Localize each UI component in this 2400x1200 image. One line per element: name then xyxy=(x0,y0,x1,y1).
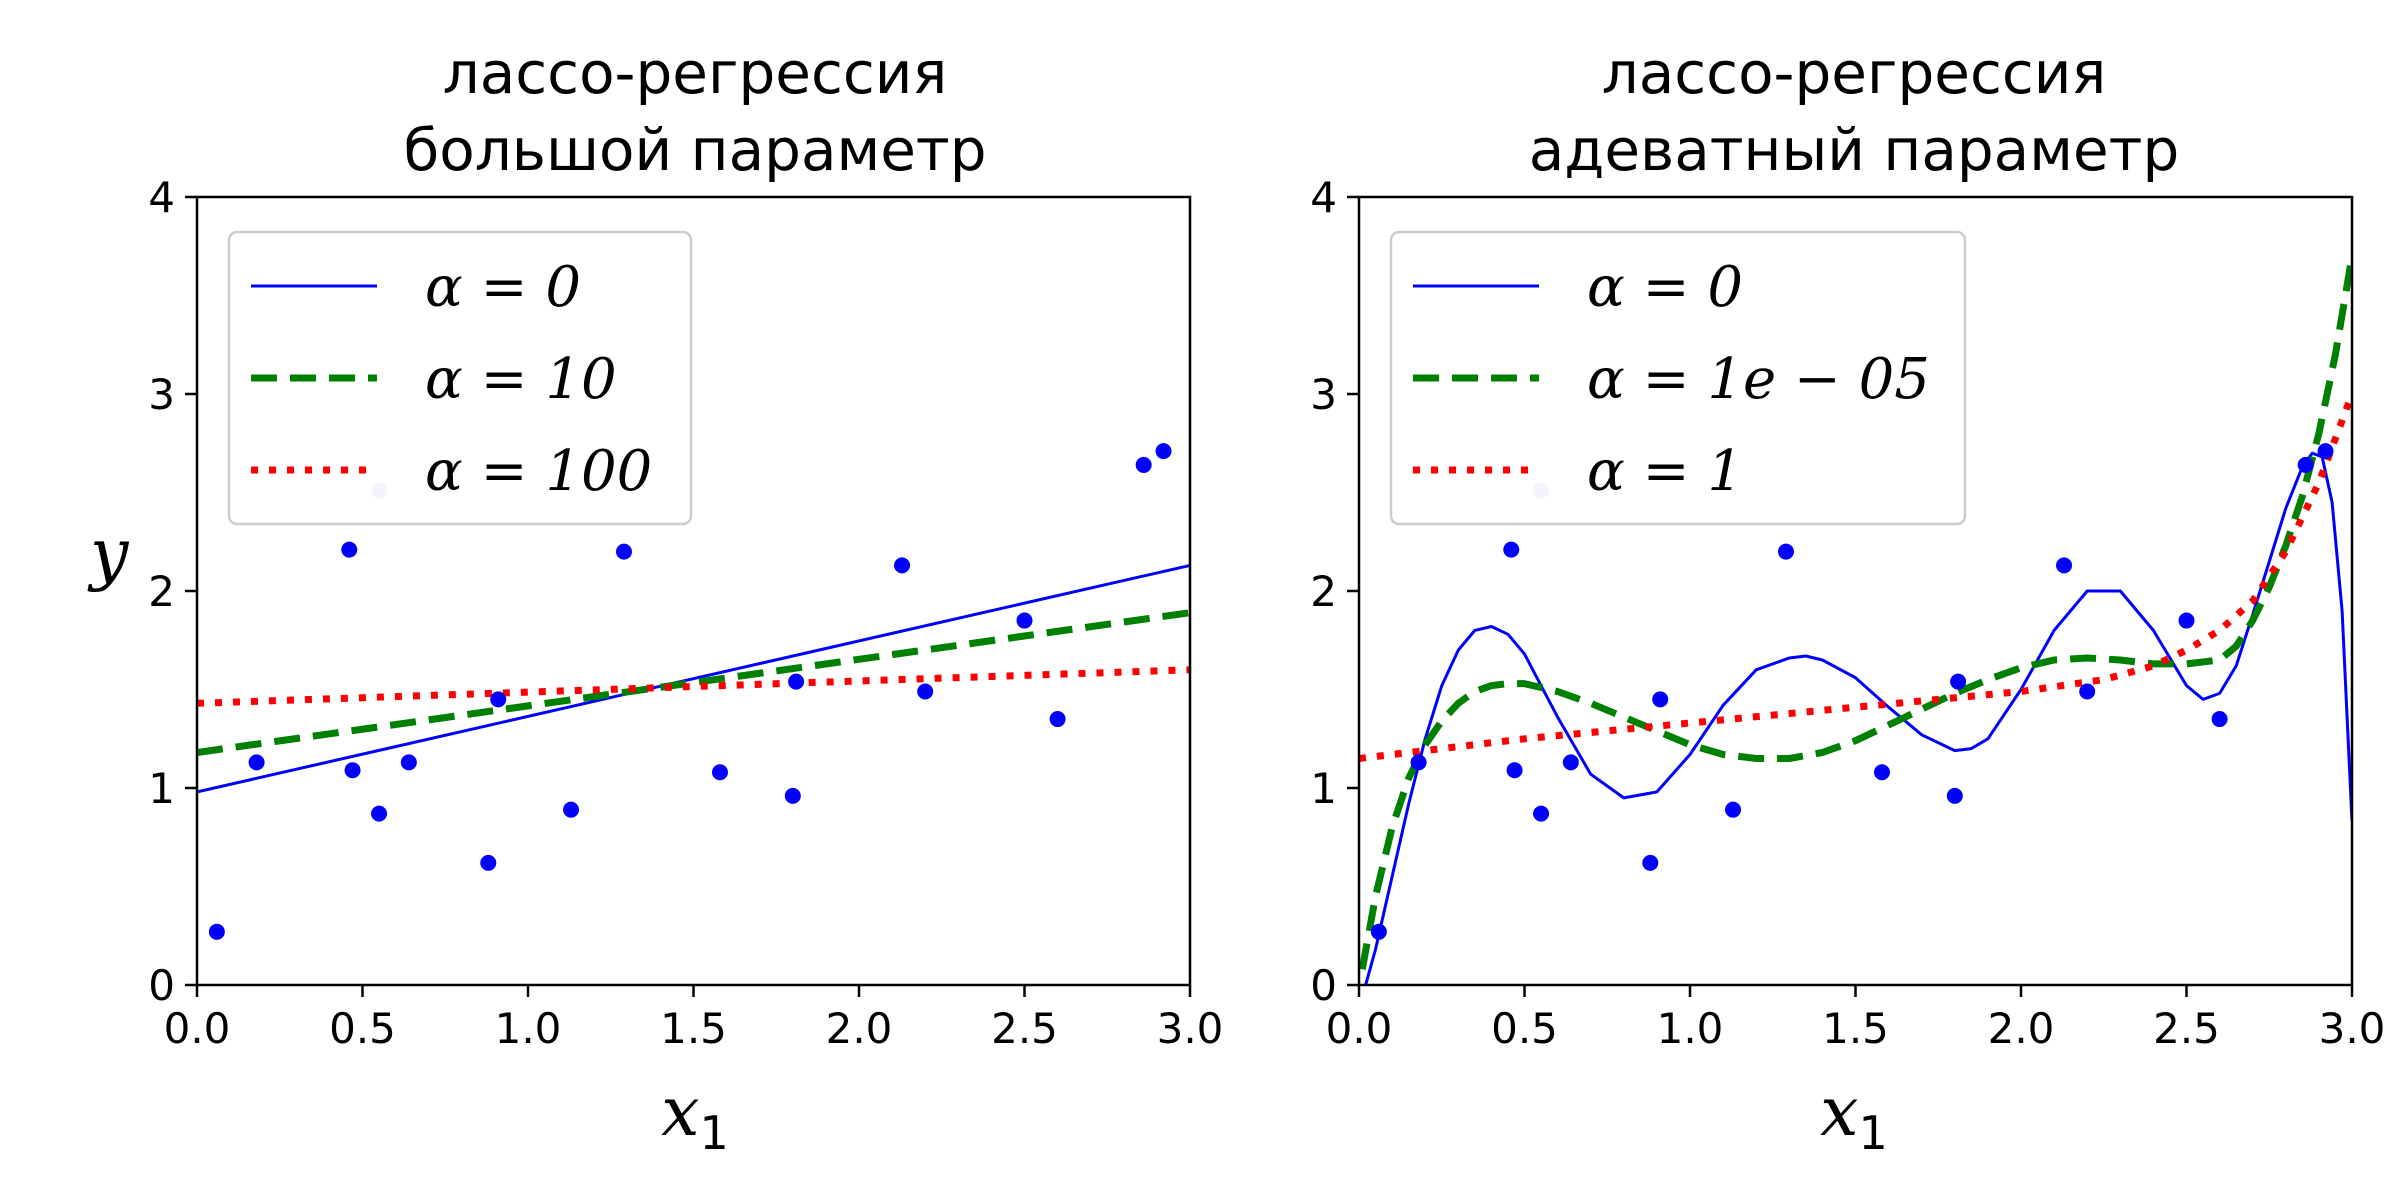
data-point xyxy=(208,923,225,940)
x-tick-label: 1.0 xyxy=(1657,1004,1724,1053)
y-tick-label: 2 xyxy=(1310,567,1337,616)
x-tick-label: 2.0 xyxy=(826,1004,893,1053)
data-point xyxy=(1506,762,1523,779)
legend-label-0: α = 0 xyxy=(425,255,581,320)
data-point xyxy=(2079,683,2096,700)
x-tick-label: 0.5 xyxy=(1491,1004,1558,1053)
data-point xyxy=(1562,754,1579,771)
x-tick-label: 3.0 xyxy=(1157,1004,1224,1053)
data-point xyxy=(1725,801,1742,818)
data-point xyxy=(1135,456,1152,473)
legend-label-1: α = 10 xyxy=(425,347,617,412)
data-point xyxy=(1873,764,1890,781)
data-point xyxy=(2317,443,2334,460)
x-tick-label: 0.0 xyxy=(1326,1004,1393,1053)
data-point xyxy=(1642,854,1659,871)
x-axis-label: x1 xyxy=(661,1073,729,1160)
data-point xyxy=(1503,541,1520,558)
data-point xyxy=(563,801,580,818)
data-point xyxy=(917,683,934,700)
x-tick-label: 3.0 xyxy=(2319,1004,2386,1053)
data-point xyxy=(248,754,265,771)
data-point xyxy=(1049,711,1066,728)
data-point xyxy=(341,541,358,558)
series-lines xyxy=(197,563,1190,794)
data-point xyxy=(480,854,497,871)
x-tick-label: 2.5 xyxy=(991,1004,1058,1053)
y-tick-label: 0 xyxy=(1310,961,1337,1010)
data-point xyxy=(615,543,632,560)
data-point xyxy=(2297,456,2314,473)
chart-title-line2: большой параметр xyxy=(403,116,986,184)
panel-right: лассо-регрессия адеватный параметр 0.0 0.… xyxy=(1310,39,2385,1160)
x-tick-label: 0.0 xyxy=(164,1004,231,1053)
x-tick-label: 1.5 xyxy=(660,1004,727,1053)
data-point xyxy=(2056,557,2073,574)
series-lines xyxy=(1359,255,2352,985)
x-axis-label: x1 xyxy=(1820,1073,1888,1160)
legend: α = 0 α = 10 α = 100 xyxy=(227,230,693,526)
legend-box xyxy=(227,230,693,526)
y-tick-label: 1 xyxy=(148,764,175,813)
data-point xyxy=(490,691,507,708)
data-point xyxy=(371,805,388,822)
y-tick-label: 4 xyxy=(1310,173,1337,222)
data-point xyxy=(344,762,361,779)
x-tick-label: 0.5 xyxy=(329,1004,396,1053)
data-point xyxy=(784,787,801,804)
plot-area: 0.0 0.5 1.0 1.5 2.0 2.5 3.0 0 1 2 3 4 α = 0 α = 1e − … xyxy=(1310,173,2385,1053)
series-line-0 xyxy=(1364,451,2352,985)
data-point xyxy=(1155,443,1172,460)
data-point xyxy=(1652,691,1669,708)
data-point xyxy=(711,764,728,781)
series-line-0 xyxy=(197,563,1190,794)
y-axis-label: y xyxy=(87,515,130,594)
data-point xyxy=(1946,787,1963,804)
legend-box xyxy=(1389,230,1967,526)
y-tick-label: 1 xyxy=(1310,764,1337,813)
series-line-1 xyxy=(197,609,1190,756)
data-point xyxy=(1777,543,1794,560)
chart-title-line2: адеватный параметр xyxy=(1529,116,2180,184)
data-point xyxy=(1016,612,1033,629)
legend-label-1: α = 1e − 05 xyxy=(1587,347,1930,412)
x-tick-label: 2.5 xyxy=(2153,1004,2220,1053)
y-tick-label: 0 xyxy=(148,961,175,1010)
y-tick-label: 3 xyxy=(148,370,175,419)
data-point xyxy=(788,673,805,690)
y-tick-label: 2 xyxy=(148,567,175,616)
x-tick-label: 1.5 xyxy=(1822,1004,1889,1053)
panel-left: лассо-регрессия большой параметр 0.0 0.5 1… xyxy=(87,39,1223,1160)
legend-label-0: α = 0 xyxy=(1587,255,1743,320)
legend: α = 0 α = 1e − 05 α = 1 xyxy=(1389,230,1967,526)
chart-title-line1: лассо-регрессия xyxy=(1602,39,2107,107)
data-point xyxy=(1950,673,1967,690)
chart-title-line1: лассо-регрессия xyxy=(443,39,948,107)
y-tick-label: 3 xyxy=(1310,370,1337,419)
data-point xyxy=(2178,612,2195,629)
x-tick-label: 2.0 xyxy=(1988,1004,2055,1053)
data-point xyxy=(1533,805,1550,822)
data-point xyxy=(894,557,911,574)
series-line-1 xyxy=(1359,255,2352,970)
series-line-2 xyxy=(197,666,1190,707)
data-point xyxy=(1410,754,1427,771)
legend-label-2: α = 100 xyxy=(425,439,652,504)
data-point xyxy=(2211,711,2228,728)
data-point xyxy=(1370,923,1387,940)
series-line-2 xyxy=(1359,392,2352,762)
legend-label-2: α = 1 xyxy=(1587,439,1743,504)
x-tick-label: 1.0 xyxy=(495,1004,562,1053)
y-tick-label: 4 xyxy=(148,173,175,222)
data-point xyxy=(400,754,417,771)
